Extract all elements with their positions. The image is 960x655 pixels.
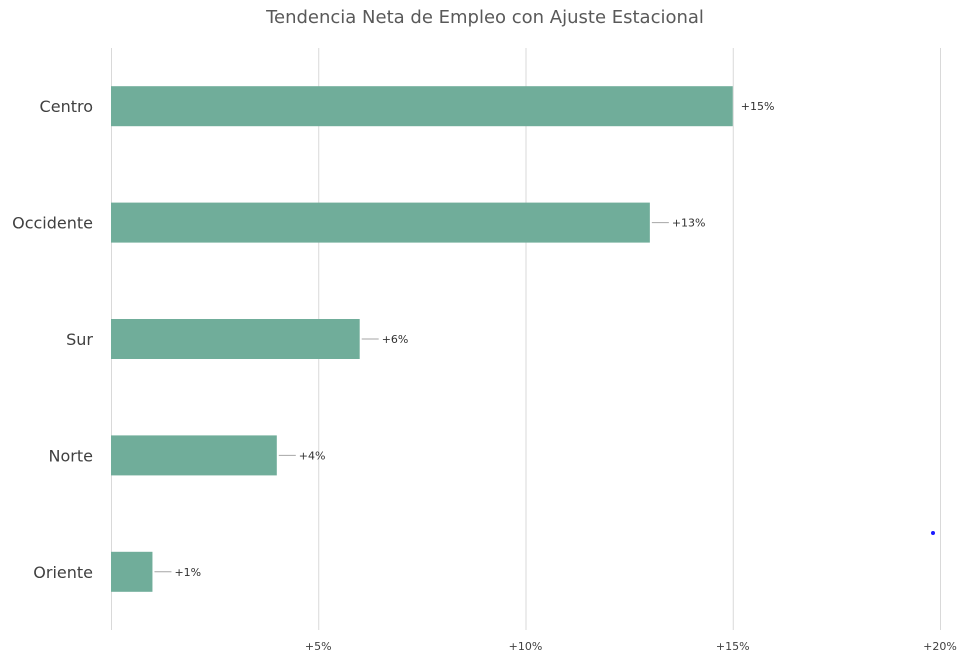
gridlines (111, 48, 941, 630)
bar-norte (111, 435, 277, 476)
bar-centro (111, 86, 733, 127)
stray-point-marker (931, 531, 935, 535)
labels: +5% +10% +15% +20% Centro +15% Occidente +13% Su… (12, 97, 957, 653)
category-label: Sur (66, 330, 93, 349)
data-label: +1% (174, 566, 201, 579)
category-label: Centro (40, 97, 93, 116)
x-tick-label: +5% (305, 640, 332, 653)
category-label: Occidente (12, 214, 93, 233)
bar-occidente (111, 202, 650, 243)
category-label: Norte (49, 446, 93, 465)
bar-sur (111, 319, 360, 359)
x-tick-label: +15% (716, 640, 750, 653)
data-label: +15% (741, 100, 775, 113)
data-label: +4% (299, 449, 326, 462)
category-label: Oriente (33, 563, 93, 582)
data-label: +6% (382, 333, 409, 346)
chart-title: Tendencia Neta de Empleo con Ajuste Esta… (265, 7, 704, 28)
bars (111, 86, 733, 592)
data-label: +13% (672, 217, 706, 230)
x-tick-label: +20% (923, 640, 957, 653)
x-tick-label: +10% (509, 640, 543, 653)
bar-oriente (111, 551, 153, 592)
